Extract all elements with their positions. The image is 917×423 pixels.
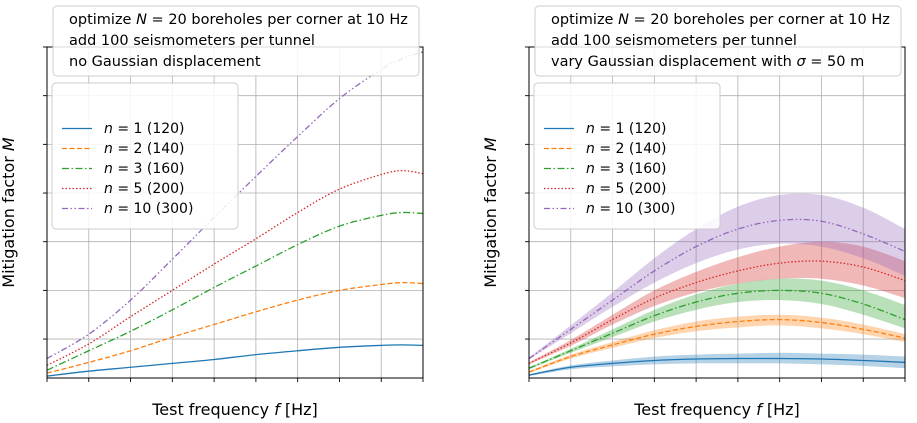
legend-entry-2: n = 2 (140) <box>586 141 667 157</box>
legend-entry-3: n = 3 (160) <box>104 161 185 177</box>
legend-box <box>533 82 721 230</box>
plot-area <box>47 51 423 377</box>
series-line-3 <box>47 211 423 371</box>
legend-entry-4: n = 5 (200) <box>104 181 185 197</box>
band-1 <box>529 352 905 377</box>
legend-entry-5: n = 10 (300) <box>586 201 675 217</box>
chart-panel-2: Test frequency f [Hz] Mitigation factor M… <box>481 5 906 419</box>
chart-panel-1: Test frequency f [Hz] Mitigation factor M… <box>0 5 424 419</box>
series-line-5 <box>47 51 423 360</box>
legend-entry-3: n = 3 (160) <box>586 161 667 177</box>
legend-entry-4: n = 5 (200) <box>586 181 667 197</box>
series-line-2 <box>47 281 423 374</box>
band-3 <box>529 278 905 370</box>
annotation-line: optimize N = 20 boreholes per corner at … <box>69 12 408 28</box>
band-4 <box>529 241 905 365</box>
legend-entry-5: n = 10 (300) <box>104 201 193 217</box>
legend-box <box>51 82 239 230</box>
legend-entry-2: n = 2 (140) <box>104 141 185 157</box>
series-line-1 <box>47 344 423 377</box>
legend-entry-1: n = 1 (120) <box>104 121 185 137</box>
annotation-line: vary Gaussian displacement with σ = 50 m <box>551 54 864 70</box>
annotation-box <box>534 5 902 77</box>
y-axis-label: Mitigation factor M <box>0 137 18 288</box>
annotation-line: add 100 seismometers per tunnel <box>69 33 315 49</box>
plot-area <box>529 193 905 377</box>
series-line-3 <box>529 289 905 369</box>
annotation-line: no Gaussian displacement <box>69 54 261 70</box>
annotation-box <box>52 5 420 77</box>
annotation-line: add 100 seismometers per tunnel <box>551 33 797 49</box>
series-line-1 <box>529 357 905 376</box>
band-5 <box>529 193 905 360</box>
series-line-4 <box>529 260 905 364</box>
y-axis-label: Mitigation factor M <box>481 137 500 288</box>
legend-entry-1: n = 1 (120) <box>586 121 667 137</box>
series-line-5 <box>529 218 905 360</box>
band-2 <box>529 314 905 374</box>
x-axis-label: Test frequency f [Hz] <box>151 400 318 419</box>
x-axis-label: Test frequency f [Hz] <box>633 400 800 419</box>
annotation-line: optimize N = 20 boreholes per corner at … <box>551 12 890 28</box>
